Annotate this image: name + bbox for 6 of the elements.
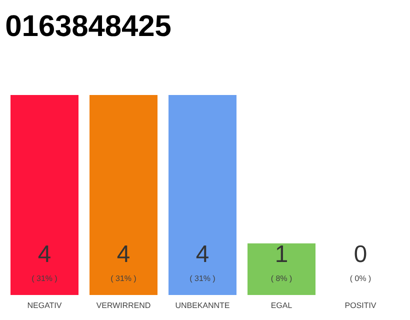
- annotation: 4: [117, 246, 130, 262]
- annotation: 0: [354, 245, 366, 262]
- annotation: 1: [276, 246, 287, 262]
- annotation: 4: [38, 246, 50, 262]
- chart-title: 0163848425: [6, 15, 171, 36]
- annotation: 4: [196, 246, 208, 262]
